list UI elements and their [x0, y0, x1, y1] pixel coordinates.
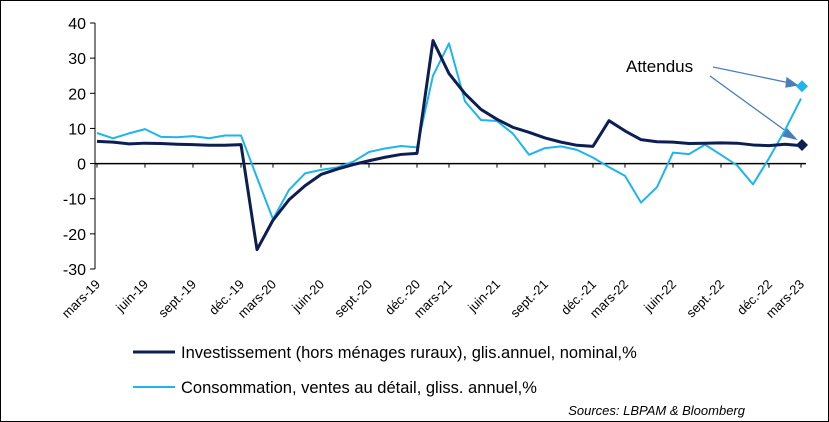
y-tick-label: 20 — [68, 86, 86, 103]
legend-label: Investissement (hors ménages ruraux), gl… — [181, 344, 637, 362]
y-tick-label: -10 — [63, 192, 86, 209]
y-tick-label: -20 — [63, 227, 86, 244]
y-tick-label: 30 — [68, 51, 86, 68]
line-series — [96, 42, 802, 221]
line-series — [96, 39, 802, 252]
annotation: Attendus — [626, 57, 693, 76]
y-tick-label: 0 — [77, 157, 86, 174]
y-tick-label: 40 — [68, 16, 86, 33]
expected-marker — [796, 138, 808, 151]
legend-label: Consommation, ventes au détail, gliss. a… — [181, 379, 537, 397]
y-tick-label: -30 — [63, 262, 86, 279]
source: Sources: LBPAM & Bloomberg — [568, 403, 746, 418]
annotation-arrows — [709, 66, 799, 141]
expected-marker — [796, 80, 808, 93]
y-tick-label: 10 — [68, 121, 86, 138]
